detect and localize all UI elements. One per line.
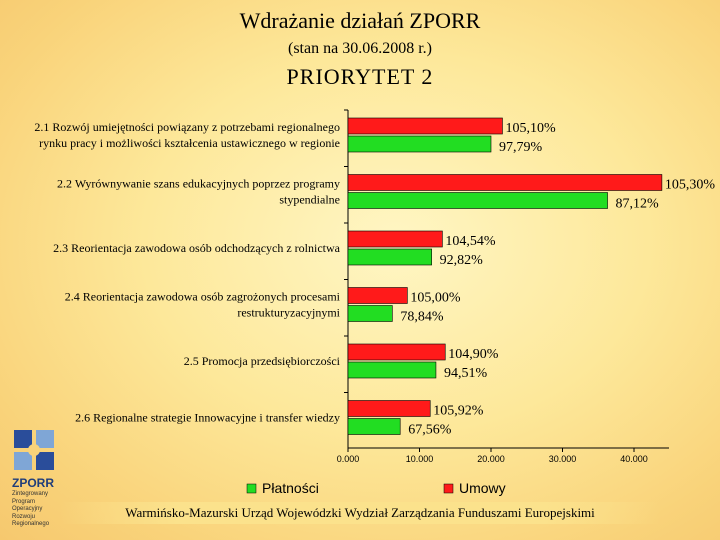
data-label-umowy: 105,10% bbox=[505, 121, 556, 136]
category-label: 2.3 Reorientacja zawodowa osób odchodząc… bbox=[53, 241, 341, 255]
category-label: 2.6 Regionalne strategie Innowacyjne i t… bbox=[75, 411, 340, 425]
data-label-umowy: 104,90% bbox=[448, 347, 499, 362]
logo-subtext: Zintegrowany Program Operacyjny Rozwoju … bbox=[12, 491, 62, 529]
data-label-platnosci: 67,56% bbox=[408, 423, 452, 438]
zporr-logo-icon bbox=[14, 430, 54, 470]
legend-swatch-platnosci bbox=[246, 483, 257, 494]
data-label-platnosci: 94,51% bbox=[444, 366, 488, 381]
legend-label-umowy: Umowy bbox=[459, 480, 506, 496]
category-label: rynku pracy i możliwości kształcenia ust… bbox=[39, 136, 340, 150]
bar-umowy bbox=[347, 400, 431, 417]
logo-sub-line: Zintegrowany bbox=[12, 491, 49, 497]
logo-sub-line: Rozwoju bbox=[12, 513, 36, 520]
logo-sub-line: Regionalnego bbox=[12, 521, 50, 527]
bar-platnosci bbox=[347, 135, 492, 153]
bar-umowy bbox=[347, 287, 408, 304]
x-tick-label: 10.000 bbox=[406, 454, 434, 464]
category-label: 2.4 Reorientacja zawodowa osób zagrożony… bbox=[65, 290, 341, 304]
logo-sub-line: Operacyjny bbox=[12, 506, 43, 512]
x-tick-label: 20.000 bbox=[477, 454, 505, 464]
x-tick-label: 40.000 bbox=[620, 454, 648, 464]
footer-text: Warmińsko-Mazurski Urząd Wojewódzki Wydz… bbox=[60, 502, 660, 524]
bar-platnosci bbox=[347, 418, 401, 435]
bar-umowy bbox=[347, 174, 663, 191]
bar-platnosci bbox=[347, 248, 432, 266]
x-tick-label: 30.000 bbox=[549, 454, 577, 464]
bar-umowy bbox=[347, 230, 443, 248]
x-tick-label: 0.000 bbox=[337, 454, 360, 464]
legend-swatch-umowy bbox=[443, 483, 454, 494]
data-label-platnosci: 92,82% bbox=[440, 253, 484, 268]
category-label: 2.5 Promocja przedsiębiorczości bbox=[184, 354, 341, 368]
data-label-umowy: 105,00% bbox=[410, 291, 461, 306]
chart-title: Wdrażanie działań ZPORR bbox=[239, 8, 481, 33]
logo-sub-line: Program bbox=[12, 498, 36, 505]
category-label: 2.2 Wyrównywanie szans edukacyjnych popr… bbox=[57, 177, 340, 191]
data-label-platnosci: 97,79% bbox=[499, 140, 543, 155]
legend-label-platnosci: Płatności bbox=[262, 480, 319, 496]
bar-platnosci bbox=[347, 361, 437, 379]
bar-platnosci bbox=[347, 192, 608, 209]
data-label-umowy: 105,92% bbox=[433, 404, 484, 419]
data-label-umowy: 105,30% bbox=[665, 178, 716, 193]
category-label: 2.1 Rozwój umiejętności powiązany z potr… bbox=[34, 120, 340, 134]
priority-title: PRIORYTET 2 bbox=[286, 64, 434, 89]
category-label: restrukturyzacyjnymi bbox=[237, 306, 340, 320]
data-label-platnosci: 78,84% bbox=[400, 310, 444, 325]
category-label: stypendialne bbox=[279, 193, 340, 207]
chart-subtitle: (stan na 30.06.2008 r.) bbox=[288, 40, 432, 57]
data-label-umowy: 104,54% bbox=[445, 234, 496, 249]
bar-platnosci bbox=[347, 305, 393, 322]
bar-umowy bbox=[347, 343, 446, 361]
bar-umowy bbox=[347, 117, 503, 135]
data-label-platnosci: 87,12% bbox=[616, 197, 660, 212]
logo-label: ZPORR bbox=[12, 476, 54, 490]
